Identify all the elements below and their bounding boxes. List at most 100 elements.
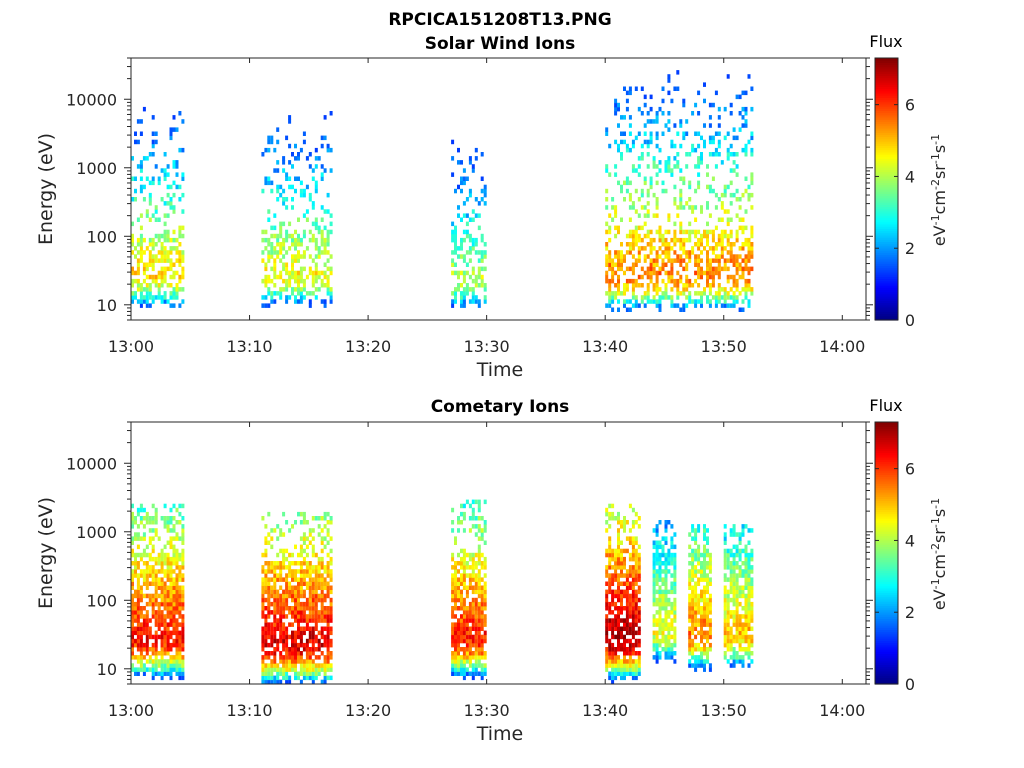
flux-cell xyxy=(637,651,641,656)
flux-cell xyxy=(608,577,612,582)
flux-cell xyxy=(454,671,457,676)
flux-cell xyxy=(723,262,727,267)
flux-cell xyxy=(151,503,155,509)
flux-cell xyxy=(169,127,173,132)
flux-cell xyxy=(741,115,745,120)
flux-cell xyxy=(741,270,745,276)
flux-cell xyxy=(483,295,487,300)
colorbar-segment xyxy=(875,463,898,467)
flux-cell xyxy=(608,610,612,615)
flux-cell xyxy=(628,131,632,136)
flux-cell xyxy=(314,180,318,186)
flux-cell xyxy=(175,589,179,595)
flux-cell xyxy=(471,569,475,574)
flux-cell xyxy=(655,651,659,656)
flux-cell xyxy=(169,258,173,263)
flux-cell xyxy=(708,581,712,586)
flux-cell xyxy=(294,589,297,595)
flux-cell xyxy=(480,254,484,259)
flux-cell xyxy=(661,250,665,255)
flux-cell xyxy=(634,229,638,235)
flux-cell xyxy=(145,176,149,181)
flux-cell xyxy=(305,573,309,578)
flux-cell xyxy=(741,548,745,554)
flux-cell xyxy=(697,270,701,276)
colorbar-segment xyxy=(875,467,898,471)
flux-cell xyxy=(631,626,635,631)
flux-cell xyxy=(154,205,158,210)
flux-cell xyxy=(451,556,455,562)
flux-cell xyxy=(608,287,612,292)
flux-cell xyxy=(160,622,164,627)
flux-cell xyxy=(738,291,742,296)
colorbar-segment xyxy=(875,180,898,184)
flux-cell xyxy=(166,201,170,206)
flux-cell xyxy=(694,242,698,247)
flux-cell xyxy=(305,209,309,214)
flux-cell xyxy=(649,262,653,267)
flux-cell xyxy=(131,221,134,227)
flux-cell xyxy=(160,630,164,636)
flux-cell xyxy=(169,642,173,648)
flux-cell xyxy=(471,552,475,558)
flux-cell xyxy=(714,205,718,210)
flux-cell xyxy=(157,217,161,222)
flux-cell xyxy=(617,659,620,664)
flux-cell xyxy=(697,552,701,558)
flux-cell xyxy=(136,237,140,243)
flux-cell xyxy=(708,561,712,566)
flux-cell xyxy=(620,634,623,640)
flux-cell xyxy=(670,610,674,615)
flux-cell xyxy=(166,569,170,574)
flux-cell xyxy=(151,274,155,280)
flux-cell xyxy=(142,106,146,112)
flux-cell xyxy=(172,270,176,276)
colorbar-segment xyxy=(875,489,898,493)
flux-cell xyxy=(646,201,650,206)
flux-cell xyxy=(703,569,706,574)
flux-cell xyxy=(729,565,733,570)
flux-cell xyxy=(314,184,318,190)
flux-cell xyxy=(465,573,469,578)
flux-cell xyxy=(261,581,265,586)
flux-cell xyxy=(178,229,182,235)
flux-cell xyxy=(323,606,327,611)
flux-cell xyxy=(160,556,164,562)
flux-cell xyxy=(151,597,155,603)
flux-cell xyxy=(625,630,629,636)
flux-cell xyxy=(282,254,286,259)
flux-cell xyxy=(157,671,161,676)
colorbar-segment xyxy=(875,609,898,613)
flux-cell xyxy=(623,659,626,664)
flux-cell xyxy=(723,532,727,537)
flux-cell xyxy=(474,499,478,505)
flux-cell xyxy=(136,597,140,603)
flux-cell xyxy=(166,229,170,235)
flux-cell xyxy=(134,593,137,599)
flux-cell xyxy=(634,589,638,595)
flux-cell xyxy=(625,659,629,664)
flux-cell xyxy=(166,601,170,607)
flux-cell xyxy=(264,667,268,672)
flux-cell xyxy=(744,123,748,128)
flux-cell xyxy=(148,601,152,607)
flux-cell xyxy=(664,188,668,194)
colorbar-segment xyxy=(875,184,898,188)
flux-cell xyxy=(750,606,754,611)
flux-cell xyxy=(460,561,463,566)
flux-cell xyxy=(717,233,721,239)
flux-cell xyxy=(750,552,754,558)
flux-cell xyxy=(620,561,623,566)
flux-cell xyxy=(605,291,609,296)
flux-cell xyxy=(726,291,730,296)
flux-cell xyxy=(299,266,303,272)
flux-cell xyxy=(279,565,283,570)
flux-cell xyxy=(163,614,167,619)
flux-cell xyxy=(658,606,662,611)
flux-cell xyxy=(323,237,327,243)
flux-cell xyxy=(697,647,701,652)
flux-cell xyxy=(477,507,481,513)
flux-cell xyxy=(611,266,615,272)
flux-cell xyxy=(605,246,609,251)
flux-cell xyxy=(471,499,475,505)
